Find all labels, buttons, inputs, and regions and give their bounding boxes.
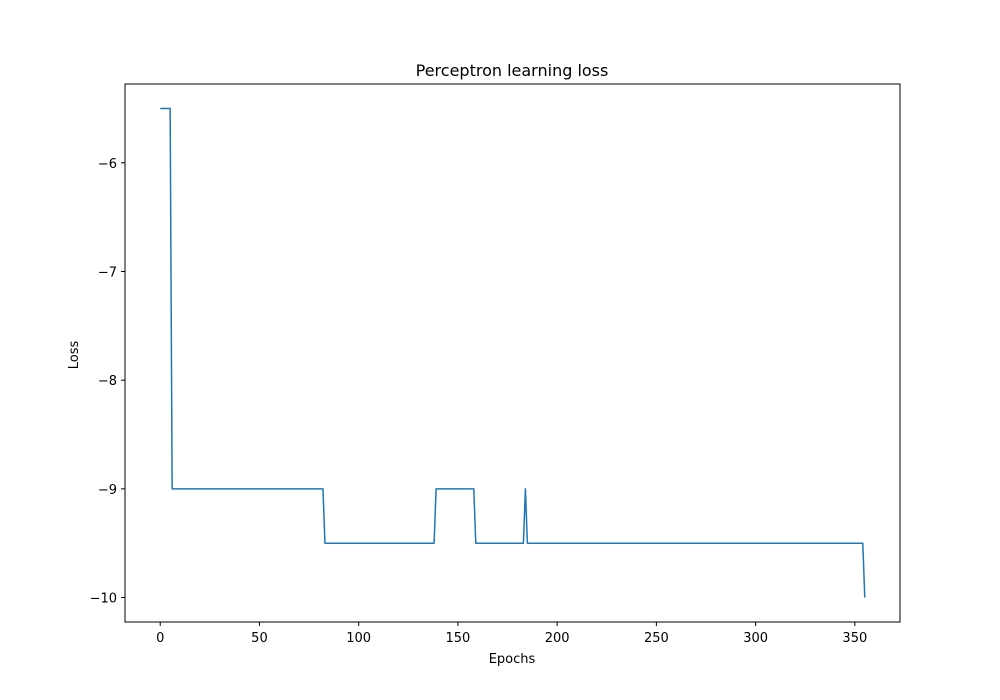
- x-tick-label: 300: [743, 631, 768, 646]
- y-axis: −10 −9 −8 −7 −6: [90, 157, 125, 607]
- plot-frame: [124, 83, 901, 623]
- y-tick-label: −9: [98, 483, 117, 498]
- y-tick-label: −8: [98, 374, 117, 389]
- series-line-0: [160, 107, 866, 598]
- x-tick-label: 0: [156, 631, 164, 646]
- chart-title: Perceptron learning loss: [416, 61, 609, 80]
- plot-layer: [160, 107, 866, 598]
- x-tick-label: 150: [446, 631, 471, 646]
- x-tick-label: 50: [251, 631, 268, 646]
- x-tick-label: 100: [346, 631, 371, 646]
- x-axis: 0 50 100 150 200 250 300 350: [156, 622, 867, 646]
- x-tick-label: 350: [842, 631, 867, 646]
- y-tick-label: −7: [98, 265, 117, 280]
- y-tick-label: −6: [98, 157, 117, 172]
- x-tick-label: 200: [545, 631, 570, 646]
- y-axis-label: Loss: [67, 341, 82, 370]
- x-tick-label: 250: [644, 631, 669, 646]
- y-tick-label: −10: [90, 592, 117, 607]
- x-axis-label: Epochs: [489, 652, 536, 667]
